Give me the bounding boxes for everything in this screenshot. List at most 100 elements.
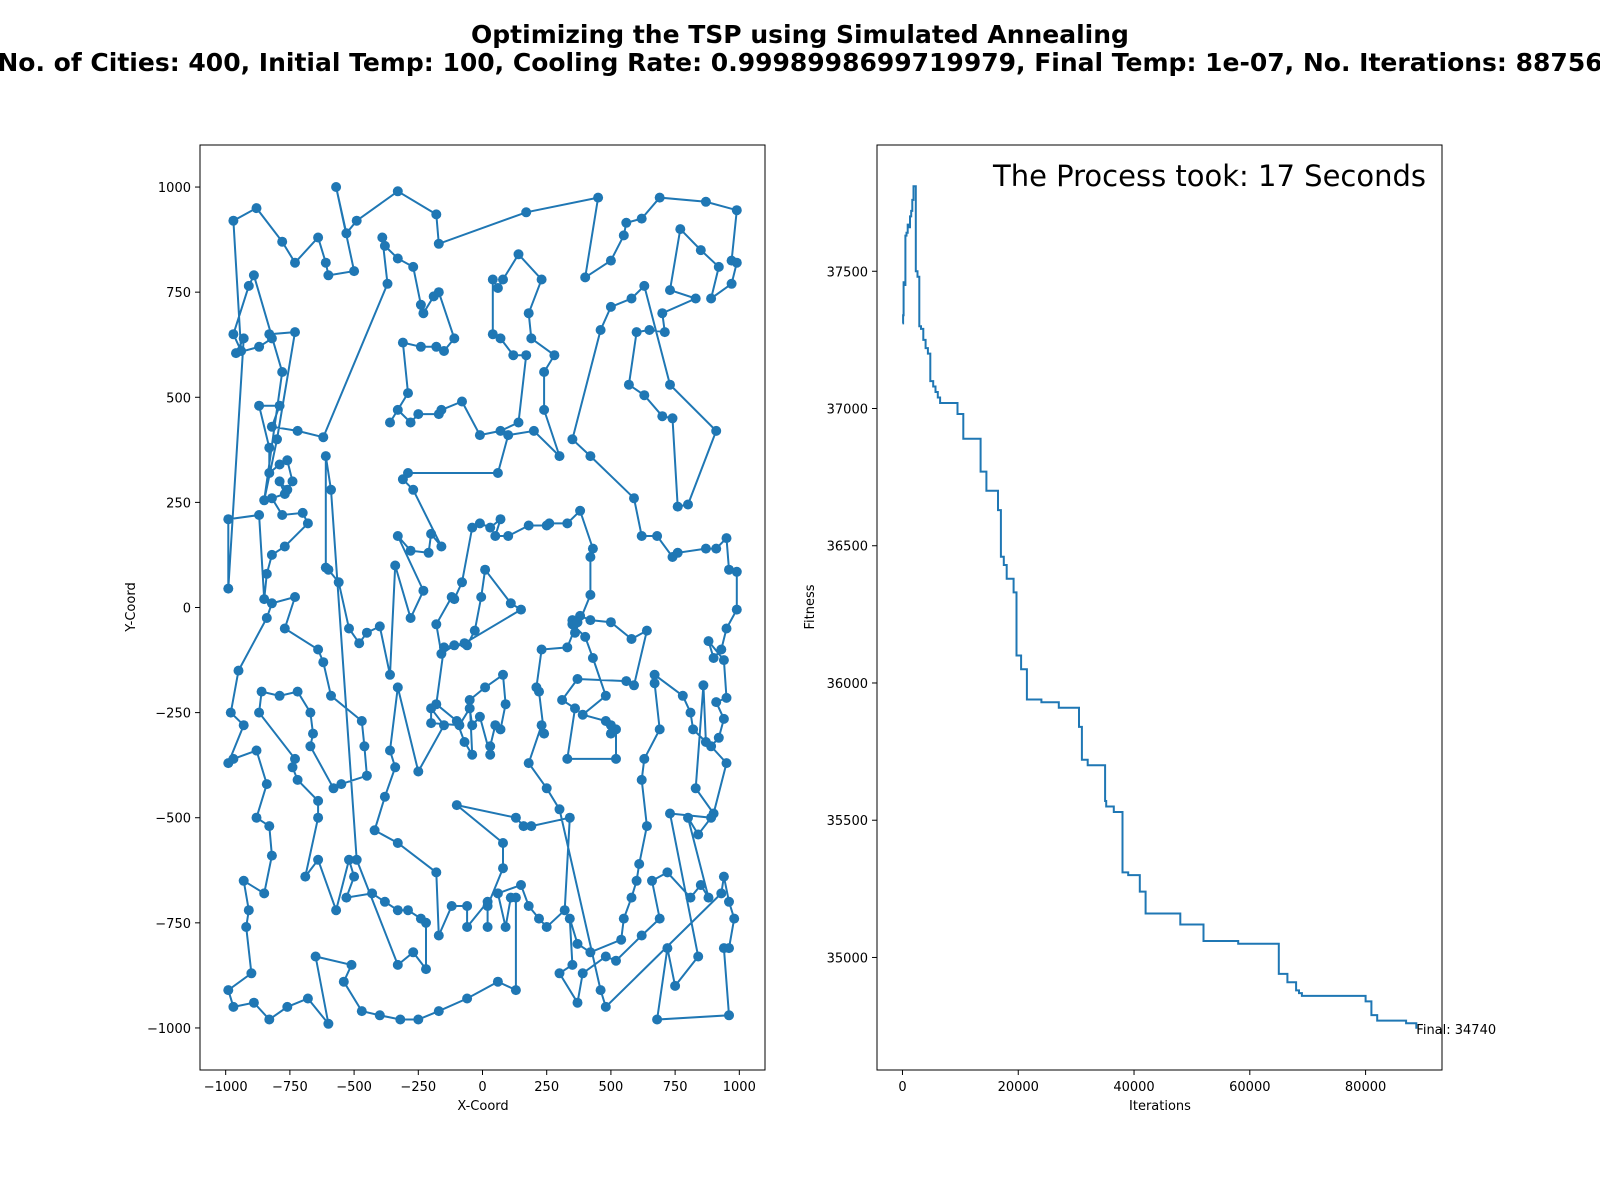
figure-title-line1: Optimizing the TSP using Simulated Annea… — [471, 20, 1129, 49]
city-marker — [266, 598, 277, 609]
city-marker — [587, 653, 598, 663]
city-marker — [670, 980, 681, 991]
city-marker — [302, 518, 313, 529]
route-plot-content — [223, 182, 742, 1029]
city-marker — [505, 598, 516, 609]
city-marker — [623, 379, 634, 390]
city-marker — [700, 196, 711, 207]
city-marker — [492, 283, 503, 293]
city-marker — [436, 541, 447, 552]
city-marker — [693, 951, 704, 962]
city-marker — [467, 522, 478, 533]
fitness-plot-area — [877, 145, 1442, 1070]
city-marker — [729, 913, 740, 924]
city-marker — [677, 690, 688, 701]
city-marker — [367, 888, 378, 899]
city-marker — [523, 901, 534, 911]
city-marker — [490, 531, 501, 541]
city-marker — [476, 592, 487, 602]
city-marker — [433, 930, 444, 941]
city-marker — [711, 543, 722, 554]
city-marker — [228, 1001, 239, 1012]
fitness-ytick-label: 35000 — [827, 951, 868, 966]
city-marker — [413, 766, 424, 777]
city-marker — [415, 341, 426, 352]
city-marker — [572, 997, 583, 1008]
city-marker — [292, 774, 303, 785]
city-marker — [526, 333, 537, 344]
city-marker — [390, 560, 401, 571]
fitness-ylabel: Fitness — [803, 584, 818, 629]
city-marker — [485, 741, 496, 752]
city-marker — [672, 501, 683, 512]
city-marker — [379, 791, 390, 802]
city-marker — [652, 1014, 663, 1025]
city-marker — [346, 959, 357, 970]
city-marker — [721, 533, 732, 544]
city-marker — [498, 669, 508, 680]
city-marker — [513, 249, 524, 260]
city-marker — [595, 985, 606, 996]
city-marker — [261, 613, 272, 623]
city-marker — [487, 274, 498, 285]
route-ytick-label: −750 — [155, 917, 191, 932]
city-marker — [433, 1006, 444, 1017]
city-marker — [290, 327, 300, 338]
city-marker — [266, 549, 277, 560]
city-marker — [313, 232, 324, 243]
city-marker — [639, 280, 650, 291]
city-marker — [503, 430, 514, 441]
city-marker — [459, 737, 470, 747]
city-marker — [510, 812, 521, 823]
city-marker — [467, 749, 478, 760]
city-marker — [228, 215, 239, 226]
city-marker — [277, 367, 288, 377]
city-marker — [665, 285, 675, 296]
city-marker — [225, 707, 236, 718]
city-marker — [336, 779, 347, 790]
city-marker — [464, 703, 475, 714]
city-marker — [724, 1010, 734, 1021]
city-marker — [498, 863, 508, 874]
city-marker — [516, 880, 526, 890]
city-marker — [428, 291, 439, 302]
city-marker — [446, 901, 457, 911]
city-marker — [318, 432, 329, 443]
city-marker — [593, 192, 604, 203]
city-marker — [469, 625, 480, 636]
city-marker — [605, 301, 616, 312]
city-marker — [405, 545, 416, 556]
city-marker — [688, 724, 699, 735]
fitness-ytick-label: 35500 — [827, 814, 868, 829]
city-marker — [254, 510, 265, 520]
city-marker — [264, 468, 275, 478]
city-marker — [690, 783, 701, 794]
city-marker — [480, 682, 491, 693]
city-marker — [600, 1001, 611, 1012]
city-marker — [490, 720, 501, 731]
city-marker — [716, 644, 727, 655]
city-marker — [492, 468, 503, 478]
city-marker — [397, 337, 408, 348]
city-marker — [356, 716, 367, 726]
city-marker — [498, 274, 508, 285]
fitness-plot-frame — [876, 144, 1443, 1071]
city-marker — [374, 621, 385, 632]
city-marker — [487, 329, 498, 340]
city-marker — [264, 329, 275, 340]
city-marker — [631, 327, 642, 338]
city-marker — [631, 875, 642, 886]
city-marker — [616, 934, 627, 945]
city-marker — [518, 821, 529, 832]
city-marker — [446, 592, 457, 602]
city-marker — [562, 518, 573, 529]
city-marker — [474, 430, 485, 441]
fitness-ytick-label: 36500 — [827, 540, 868, 555]
city-marker — [290, 592, 300, 602]
city-marker — [462, 922, 473, 932]
city-marker — [585, 451, 596, 462]
route-xtick-label: −750 — [272, 1080, 308, 1095]
city-marker — [636, 774, 647, 785]
city-marker — [695, 880, 706, 890]
city-marker — [426, 718, 437, 729]
